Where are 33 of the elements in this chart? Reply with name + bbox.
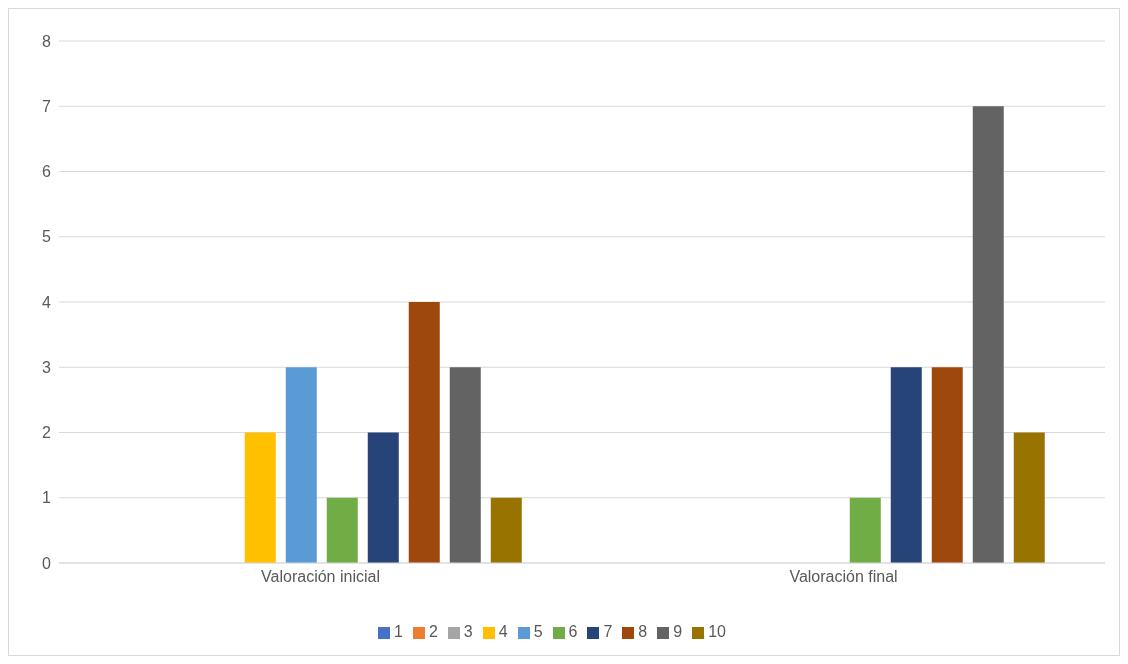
bar (490, 497, 522, 563)
x-tick-label: Valoración inicial (261, 568, 380, 586)
bar (285, 367, 317, 563)
legend-label: 7 (603, 623, 613, 640)
y-tick-label: 6 (42, 163, 52, 181)
legend-label: 9 (673, 623, 683, 640)
legend-label: 2 (428, 623, 438, 640)
bar (367, 432, 399, 563)
y-tick-label: 3 (42, 358, 52, 376)
y-tick-label: 4 (42, 293, 52, 311)
bar (1013, 432, 1045, 563)
bar (849, 497, 881, 563)
y-tick-label: 0 (42, 554, 52, 572)
y-tick-label: 1 (42, 489, 52, 507)
y-tick-label: 7 (42, 97, 52, 115)
bar (972, 106, 1004, 563)
bar (931, 367, 963, 563)
x-tick-label: Valoración final (789, 568, 898, 586)
legend-label: 10 (708, 623, 726, 640)
y-tick-label: 2 (42, 424, 52, 442)
legend-label: 8 (638, 623, 648, 640)
bar (408, 302, 440, 563)
bar (326, 497, 358, 563)
legend-label: 6 (568, 623, 578, 640)
bar (244, 432, 276, 563)
bar (449, 367, 481, 563)
legend-label: 1 (394, 623, 403, 640)
legend-label: 5 (533, 623, 543, 640)
legend-label: 4 (498, 623, 508, 640)
y-tick-label: 5 (42, 228, 52, 246)
y-tick-label: 8 (42, 32, 52, 50)
legend-label: 3 (463, 623, 473, 640)
bar (890, 367, 922, 563)
